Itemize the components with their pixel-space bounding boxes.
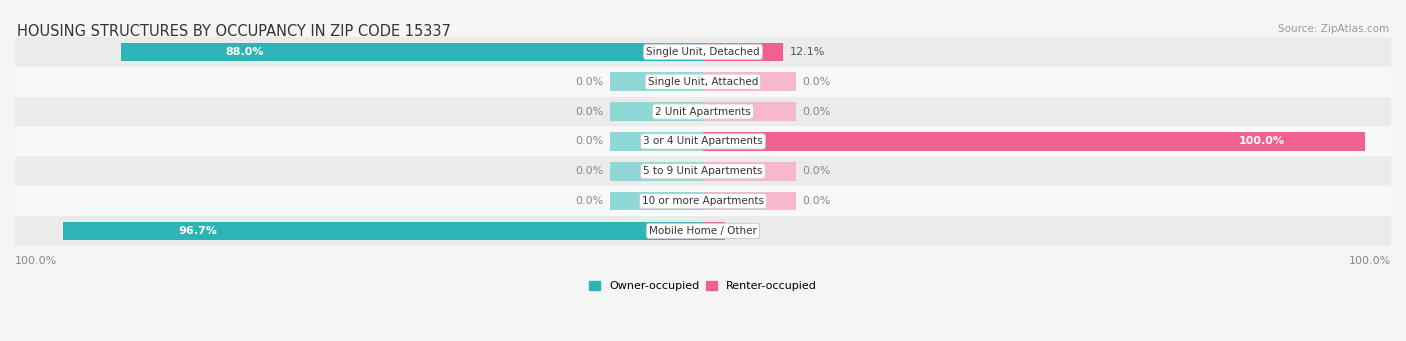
Bar — [610, 73, 703, 91]
Bar — [703, 132, 1365, 151]
Text: HOUSING STRUCTURES BY OCCUPANCY IN ZIP CODE 15337: HOUSING STRUCTURES BY OCCUPANCY IN ZIP C… — [17, 24, 451, 39]
Bar — [610, 192, 703, 210]
Bar — [703, 102, 796, 121]
Bar — [703, 162, 796, 180]
Bar — [610, 102, 703, 121]
Text: 0.0%: 0.0% — [575, 166, 603, 176]
Text: 0.0%: 0.0% — [803, 77, 831, 87]
Bar — [15, 156, 1391, 186]
Bar — [15, 37, 1391, 67]
Text: 3.3%: 3.3% — [731, 226, 759, 236]
Text: 100.0%: 100.0% — [1239, 136, 1285, 146]
Bar — [610, 162, 703, 180]
Text: 2 Unit Apartments: 2 Unit Apartments — [655, 107, 751, 117]
Bar — [15, 216, 1391, 246]
Text: 0.0%: 0.0% — [575, 196, 603, 206]
Bar — [703, 73, 796, 91]
Text: 12.1%: 12.1% — [790, 47, 825, 57]
Text: Source: ZipAtlas.com: Source: ZipAtlas.com — [1278, 24, 1389, 34]
Bar — [703, 192, 796, 210]
Text: 100.0%: 100.0% — [15, 256, 58, 266]
Text: Single Unit, Attached: Single Unit, Attached — [648, 77, 758, 87]
Bar — [610, 132, 703, 151]
Bar — [63, 222, 703, 240]
Text: 0.0%: 0.0% — [575, 77, 603, 87]
Bar — [15, 186, 1391, 216]
Legend: Owner-occupied, Renter-occupied: Owner-occupied, Renter-occupied — [585, 276, 821, 296]
Text: 10 or more Apartments: 10 or more Apartments — [643, 196, 763, 206]
Text: 3 or 4 Unit Apartments: 3 or 4 Unit Apartments — [643, 136, 763, 146]
Text: 0.0%: 0.0% — [803, 166, 831, 176]
Bar — [703, 222, 725, 240]
Text: 96.7%: 96.7% — [179, 226, 218, 236]
Bar — [15, 97, 1391, 127]
Text: Mobile Home / Other: Mobile Home / Other — [650, 226, 756, 236]
Bar — [15, 127, 1391, 156]
Text: 0.0%: 0.0% — [575, 136, 603, 146]
Text: 0.0%: 0.0% — [803, 196, 831, 206]
Bar — [121, 43, 703, 61]
Text: 100.0%: 100.0% — [1348, 256, 1391, 266]
Text: 5 to 9 Unit Apartments: 5 to 9 Unit Apartments — [644, 166, 762, 176]
Bar — [15, 67, 1391, 97]
Text: Single Unit, Detached: Single Unit, Detached — [647, 47, 759, 57]
Bar — [703, 43, 783, 61]
Text: 88.0%: 88.0% — [225, 47, 264, 57]
Text: 0.0%: 0.0% — [803, 107, 831, 117]
Text: 0.0%: 0.0% — [575, 107, 603, 117]
